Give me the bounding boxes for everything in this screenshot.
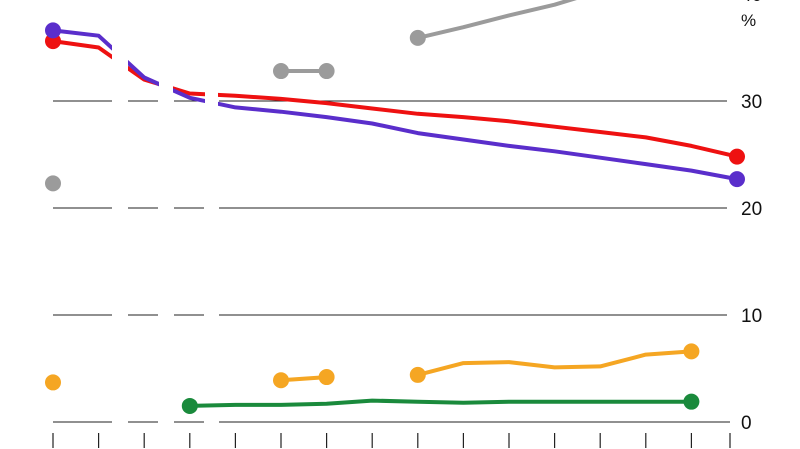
series-line-2	[51, 28, 739, 182]
series-markers	[45, 22, 745, 414]
y-tick-label: 30	[741, 92, 762, 113]
series-marker-0	[45, 175, 61, 192]
y-tick-label: 0	[741, 413, 752, 434]
series-marker-0	[273, 63, 289, 80]
series-line-1	[51, 39, 739, 159]
y-tick-label: 10	[741, 306, 762, 327]
line-gap	[112, 40, 128, 130]
y-tick-label: 20	[741, 199, 762, 220]
series-lines	[51, 0, 739, 408]
series-marker-4	[181, 397, 198, 414]
series-line-4	[187, 398, 694, 408]
series-marker-3	[318, 369, 335, 386]
y-axis-labels: 0 10 20 30 40%	[741, 0, 762, 434]
series-marker-0	[409, 29, 426, 46]
series-marker-3	[273, 372, 289, 389]
series-marker-2	[729, 171, 745, 188]
series-marker-3	[683, 343, 700, 360]
series-marker-1	[729, 148, 745, 165]
series-marker-3	[409, 366, 426, 383]
series-line-0	[415, 0, 577, 40]
series-marker-3	[45, 374, 61, 391]
series-line-3	[415, 349, 694, 377]
series-marker-0	[318, 63, 335, 80]
x-axis	[52, 421, 731, 448]
series-marker-2	[45, 22, 61, 39]
line-gap	[159, 40, 173, 130]
y-tick-label: 40	[741, 0, 762, 6]
y-unit-label: %	[741, 11, 756, 30]
series-marker-4	[683, 393, 700, 410]
line-gap	[205, 40, 218, 130]
